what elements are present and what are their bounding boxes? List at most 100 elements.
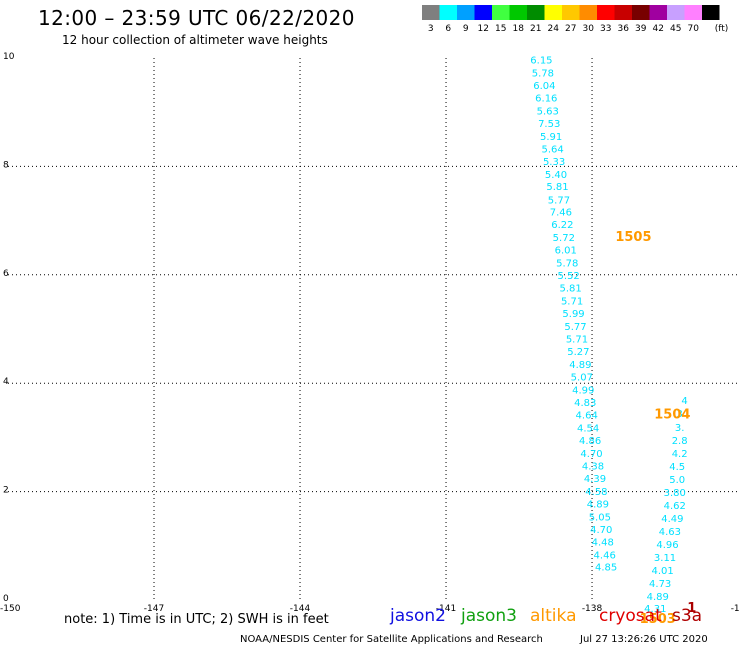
page-subtitle: 12 hour collection of altimeter wave hei… [62, 33, 328, 47]
wave-height-label: 4.54 [577, 423, 599, 434]
legend-label: 18 [513, 24, 525, 34]
legend-swatch [632, 5, 650, 20]
credit-line: NOAA/NESDIS Center for Satellite Applica… [240, 634, 543, 645]
lat-tick-label: 6 [3, 269, 9, 279]
wave-height-label: 6.22 [551, 220, 573, 231]
wave-height-label: 5.71 [561, 297, 583, 308]
legend-altika: altika [530, 606, 577, 626]
legend-cryosat: cryosat [599, 606, 662, 626]
wave-height-label: 4.49 [661, 514, 683, 525]
wave-height-label: 5.05 [589, 512, 611, 523]
legend-jason3: jason3 [461, 606, 517, 626]
wave-height-label: 5.81 [546, 182, 568, 193]
wave-height-label: 4.31 [644, 604, 666, 615]
legend-unit: (ft) [715, 24, 729, 34]
wave-height-label: 5.27 [567, 347, 589, 358]
legend-label: 15 [495, 24, 506, 34]
page-title: 12:00 – 23:59 UTC 06/22/2020 [38, 6, 355, 30]
lon-tick-label: -141 [436, 604, 456, 614]
legend-swatch [422, 5, 440, 20]
wave-height-label: 7.53 [538, 119, 560, 130]
legend-swatch [474, 5, 492, 20]
legend-swatch [562, 5, 580, 20]
wave-height-label: 5.77 [564, 322, 586, 333]
lon-tick-label: -150 [0, 604, 21, 614]
wave-height-label: 4.46 [594, 550, 616, 561]
wave-height-label: 6.01 [555, 246, 577, 257]
legend-swatch [439, 5, 457, 20]
legend-swatch [527, 5, 545, 20]
wave-height-label: 4.99 [572, 385, 594, 396]
lat-tick-label: 0 [3, 594, 9, 604]
legend-swatch [509, 5, 527, 20]
wave-height-label: 7.46 [550, 208, 572, 219]
legend-swatch [614, 5, 632, 20]
wave-height-label: 5.81 [559, 284, 581, 295]
footer-note: note: 1) Time is in UTC; 2) SWH is in fe… [64, 612, 329, 627]
legend-swatch [579, 5, 597, 20]
wave-height-label: 4.70 [580, 449, 602, 460]
wave-height-label: 4.89 [569, 360, 591, 371]
legend-label: 9 [463, 24, 469, 34]
wave-height-label: 4.39 [584, 474, 606, 485]
legend-label: 33 [600, 24, 611, 34]
legend-swatch [457, 5, 475, 20]
legend-label: 45 [670, 24, 681, 34]
legend-swatch [667, 5, 685, 20]
wave-height-label: 4.01 [651, 566, 673, 577]
wave-height-label: 4.89 [647, 592, 669, 603]
wave-height-label: 4.85 [595, 563, 617, 574]
wave-height-label: 4.58 [585, 487, 607, 498]
wave-height-label: 6.16 [535, 93, 557, 104]
wave-height-label: 2.8 [672, 436, 688, 447]
wave-height-label: 4.86 [579, 436, 601, 447]
lon-tick-label: -13 [731, 604, 740, 614]
wave-height-label: 5.64 [541, 144, 563, 155]
lon-tick-label: -147 [144, 604, 164, 614]
legend-label: 39 [635, 24, 647, 34]
legend-label: 27 [565, 24, 576, 34]
legend-label: 21 [530, 24, 541, 34]
wave-height-label: 4.2 [672, 449, 688, 460]
wave-height-label: 4.63 [659, 527, 681, 538]
wave-height-label: 4.96 [656, 540, 678, 551]
legend-swatch [544, 5, 562, 20]
wave-height-label: 5.78 [556, 259, 578, 270]
legend-swatch [597, 5, 615, 20]
wave-height-label: 6.15 [530, 55, 552, 66]
wave-height-label: 4.89 [587, 499, 609, 510]
wave-height-label: 3 [676, 409, 682, 420]
wave-height-label: 5.91 [540, 132, 562, 143]
legend-s3a: s3a [672, 606, 703, 626]
legend-jason2: jason2 [390, 606, 446, 626]
wave-height-label: 4.64 [576, 410, 598, 421]
wave-height-label: 5.77 [548, 195, 570, 206]
wave-height-label: 4.5 [669, 462, 685, 473]
wave-height-label: 4.62 [664, 501, 686, 512]
wave-height-label: 4.48 [592, 537, 614, 548]
lon-tick-label: -138 [582, 604, 603, 614]
wave-height-label: 4.73 [649, 579, 671, 590]
wave-height-label: 5.40 [545, 170, 567, 181]
wave-height-label: 5.71 [566, 335, 588, 346]
legend-label: 70 [688, 24, 700, 34]
wave-height-label: 3.80 [664, 488, 686, 499]
wave-height-label: 5.63 [537, 106, 559, 117]
legend-label: 42 [653, 24, 664, 34]
pass-time-label: 1503 [640, 612, 676, 627]
pass-time-label: 1505 [615, 230, 651, 245]
pass-time-label: 1 [687, 601, 696, 616]
wave-height-label: 3.11 [654, 553, 676, 564]
wave-height-label: 5.52 [558, 271, 580, 282]
wave-height-label: 4.70 [590, 525, 612, 536]
legend-label: 12 [478, 24, 489, 34]
wave-height-label: 4 [681, 396, 687, 407]
pass-time-label: 1504 [654, 407, 690, 422]
legend-label: 30 [583, 24, 595, 34]
wave-height-label: 5.07 [571, 372, 593, 383]
lat-tick-label: 2 [3, 486, 9, 496]
wave-height-label: 4.38 [582, 461, 604, 472]
wave-height-label: 4.83 [574, 398, 596, 409]
wave-height-label: 5.78 [532, 68, 554, 79]
wave-height-label: 5.72 [553, 233, 575, 244]
